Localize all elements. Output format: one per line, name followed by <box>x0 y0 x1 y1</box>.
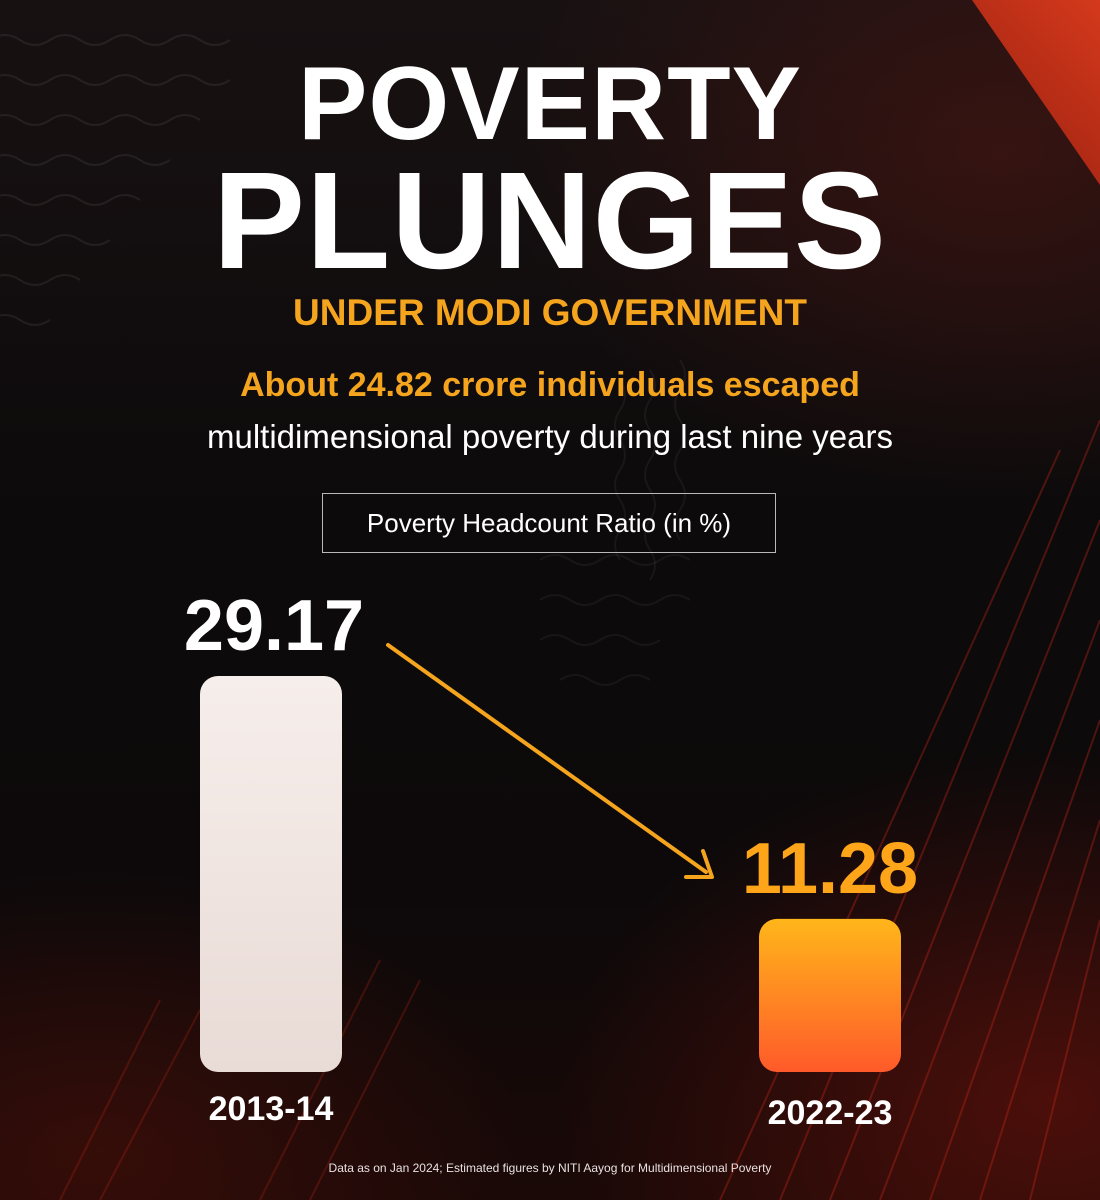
category-label-2022-23: 2022-23 <box>768 1094 893 1132</box>
category-label-2013-14: 2013-14 <box>209 1090 334 1128</box>
footnote: Data as on Jan 2024; Estimated figures b… <box>328 1161 772 1175</box>
headline: About 24.82 crore individuals escaped <box>240 366 860 404</box>
chart-title-box: Poverty Headcount Ratio (in %) <box>322 493 776 553</box>
title-line-2: PLUNGES <box>212 144 888 298</box>
trend-arrow-head-icon <box>684 849 714 879</box>
wavy-lines-left <box>0 34 231 326</box>
subtitle: UNDER MODI GOVERNMENT <box>293 292 807 333</box>
value-label-2013-14: 29.17 <box>184 586 364 666</box>
trend-arrow-line <box>386 643 708 874</box>
title-line-1: POVERTY <box>298 46 802 162</box>
subline: multidimensional poverty during last nin… <box>206 418 893 455</box>
wavy-lines-center <box>539 359 691 686</box>
bar-2013-14 <box>200 676 342 1072</box>
bar-2022-23 <box>759 918 901 1072</box>
diagonal-lines-left <box>59 959 421 1200</box>
chart-title: Poverty Headcount Ratio (in %) <box>366 507 732 538</box>
value-label-2022-23: 11.28 <box>742 829 918 909</box>
